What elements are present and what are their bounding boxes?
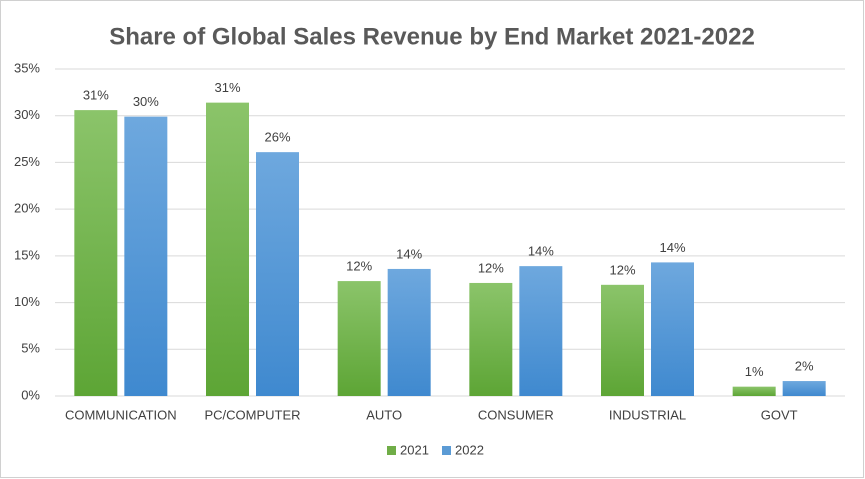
value-label: 30% [133,94,159,109]
x-tick-label: COMMUNICATION [65,407,177,422]
bar [469,282,513,396]
bar [782,381,826,396]
y-tick-label: 5% [21,341,40,356]
x-tick-label: AUTO [366,407,402,422]
y-tick-label: 25% [14,154,40,169]
value-label: 2% [795,358,814,373]
legend-swatch [442,446,451,455]
x-tick-label: GOVT [761,407,798,422]
bar [124,116,168,397]
legend-label: 2022 [455,442,484,457]
value-label: 14% [528,244,554,259]
value-label: 26% [264,130,290,145]
chart-title: Share of Global Sales Revenue by End Mar… [109,23,755,50]
x-tick-label: INDUSTRIAL [609,407,686,422]
y-tick-label: 0% [21,387,40,402]
bar [74,110,118,396]
x-tick-label: CONSUMER [478,407,554,422]
value-label: 14% [396,246,422,261]
value-label: 12% [609,262,635,277]
x-tick-label: PC/COMPUTER [204,407,300,422]
y-tick-label: 15% [14,247,40,262]
bar [601,284,644,396]
bar [651,262,694,396]
value-label: 14% [659,240,685,255]
y-tick-label: 35% [14,60,40,75]
value-label: 12% [478,260,504,275]
y-tick-label: 10% [14,294,40,309]
value-label: 31% [214,80,240,95]
bar [256,152,299,396]
bar [206,102,249,397]
value-label: 12% [346,259,372,274]
value-label: 1% [745,364,764,379]
bar [337,281,381,396]
bar [387,268,431,396]
y-tick-label: 20% [14,201,40,216]
legend-label: 2021 [400,442,429,457]
bar [519,266,563,396]
value-label: 31% [83,88,109,103]
bar [732,386,776,396]
legend-swatch [387,446,396,455]
y-tick-label: 30% [14,107,40,122]
